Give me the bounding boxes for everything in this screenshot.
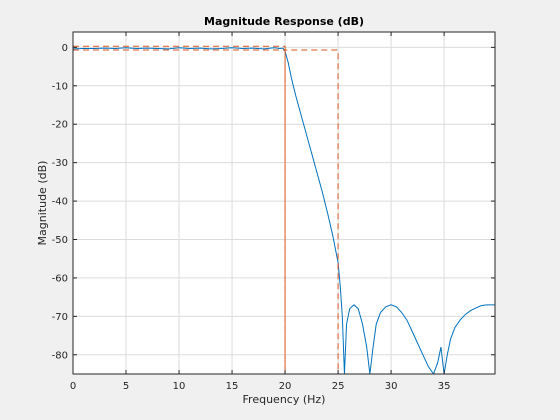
x-tick-label: 5 <box>123 381 129 392</box>
x-tick-label: 15 <box>226 381 239 392</box>
x-tick-label: 30 <box>385 381 398 392</box>
y-tick-label: -80 <box>52 350 68 361</box>
mask-line-1 <box>73 45 339 374</box>
magnitude-response-line <box>73 47 495 374</box>
y-tick-label: -50 <box>52 235 68 246</box>
y-tick-label: -70 <box>52 312 68 323</box>
x-tick-label: 20 <box>279 381 292 392</box>
y-tick-label: 0 <box>62 43 68 54</box>
chart-title: Magnitude Response (dB) <box>204 15 364 28</box>
x-tick-label: 25 <box>332 381 345 392</box>
x-axis-label: Frequency (Hz) <box>243 393 326 406</box>
axes-box <box>72 31 496 375</box>
x-tick-label: 10 <box>173 381 186 392</box>
y-axis-label: Magnitude (dB) <box>36 161 49 246</box>
y-tick-label: -40 <box>52 197 68 208</box>
x-tick-label: 35 <box>438 381 451 392</box>
x-tick-label: 0 <box>70 381 76 392</box>
y-tick-label: -60 <box>52 273 68 284</box>
y-tick-label: -30 <box>52 158 68 169</box>
y-tick-label: -20 <box>52 120 68 131</box>
plot-area <box>73 32 495 374</box>
y-tick-label: -10 <box>52 81 68 92</box>
